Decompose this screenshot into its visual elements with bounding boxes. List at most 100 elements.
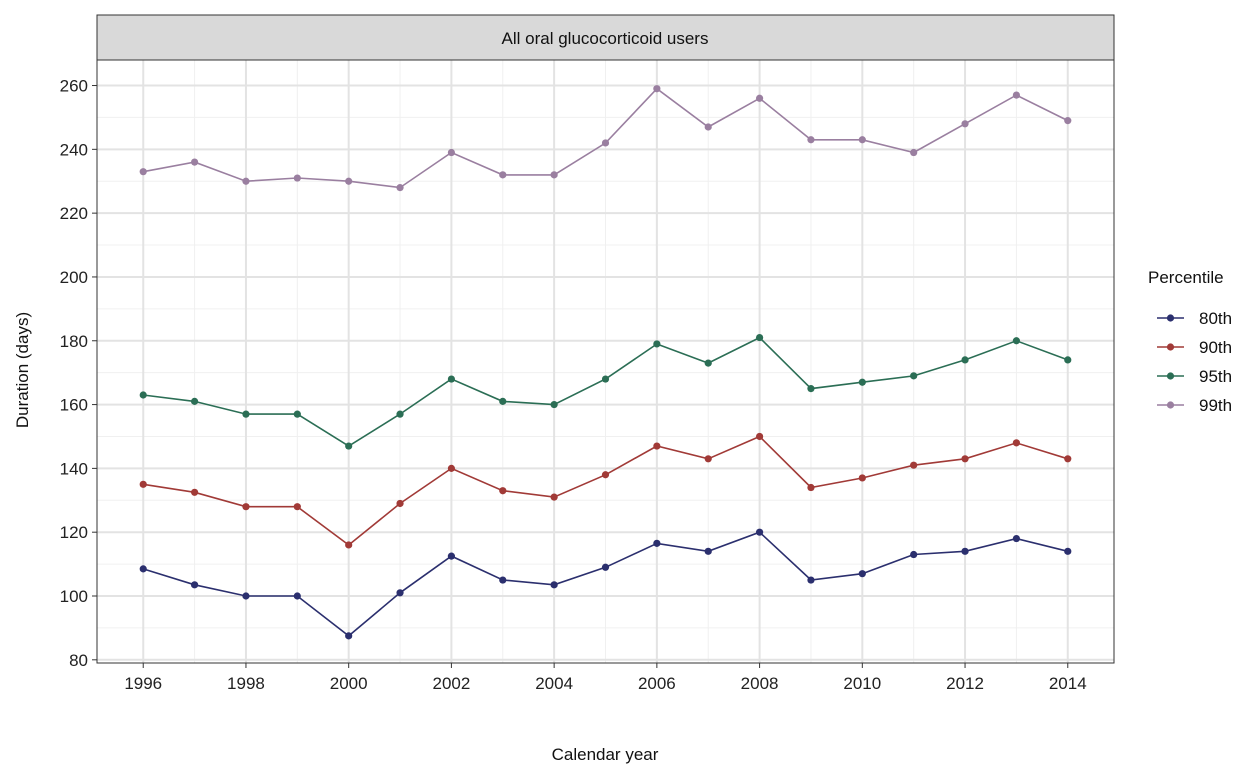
data-point-80th [601, 563, 610, 571]
data-point-80th [755, 528, 764, 536]
data-point-95th [653, 340, 661, 348]
data-point-90th [139, 480, 147, 488]
data-point-80th [190, 581, 199, 589]
data-point-99th [550, 171, 558, 179]
data-point-90th [961, 455, 969, 463]
data-point-95th [755, 333, 764, 342]
data-point-95th [858, 378, 866, 386]
x-tick-label: 2002 [432, 674, 470, 693]
facet-strip [96, 14, 1115, 61]
data-point-99th [961, 120, 969, 128]
data-point-95th [396, 410, 404, 418]
data-point-99th [910, 148, 918, 157]
data-point-95th [345, 442, 353, 450]
data-point-90th [858, 474, 866, 482]
data-point-95th [139, 391, 147, 399]
data-point-80th [961, 547, 969, 555]
facet-strip-title: All oral glucocorticoid users [502, 29, 709, 48]
data-point-95th [499, 397, 507, 405]
data-point-95th [293, 410, 301, 418]
data-point-99th [755, 94, 764, 102]
data-point-99th [190, 158, 199, 166]
data-point-80th [293, 592, 301, 600]
data-point-99th [1064, 117, 1072, 125]
series-lines [139, 85, 1072, 640]
data-point-99th [807, 136, 815, 144]
data-point-80th [345, 632, 353, 640]
data-point-99th [601, 139, 610, 147]
y-tick-label: 220 [60, 204, 88, 223]
y-tick-label: 140 [60, 459, 88, 478]
x-axis: 1996 1998 2000 2002 2004 2006 2008 2010 2012 2014 [124, 663, 1087, 693]
x-tick-label: 1996 [124, 674, 162, 693]
data-point-80th [858, 570, 866, 578]
data-point-95th [807, 385, 815, 393]
y-axis: 80 100 120 140 160 180 200 220 240 260 [60, 77, 97, 670]
legend-key-point [1166, 343, 1175, 351]
data-point-99th [293, 174, 301, 182]
data-point-95th [1012, 337, 1021, 345]
data-point-90th [807, 483, 815, 492]
legend-label-99th: 99th [1199, 396, 1232, 415]
y-axis-title: Duration (days) [13, 312, 32, 428]
data-point-90th [293, 503, 301, 511]
data-point-80th [910, 550, 918, 559]
data-point-80th [653, 539, 661, 547]
data-point-90th [345, 541, 353, 549]
y-tick-label: 180 [60, 332, 88, 351]
data-point-95th [910, 372, 918, 380]
x-tick-label: 2006 [638, 674, 676, 693]
data-point-90th [1064, 455, 1072, 463]
legend-label-95th: 95th [1199, 367, 1232, 386]
plot-panel-border [96, 59, 1115, 664]
x-axis-title: Calendar year [552, 745, 659, 764]
data-point-80th [242, 592, 250, 600]
data-point-95th [190, 397, 199, 405]
data-point-90th [601, 471, 610, 479]
x-tick-label: 2008 [741, 674, 779, 693]
x-tick-label: 2012 [946, 674, 984, 693]
legend: 80th 90th 95th 99th [1157, 309, 1232, 415]
data-point-80th [139, 565, 147, 573]
data-point-95th [550, 400, 558, 409]
data-point-90th [396, 499, 404, 508]
data-point-80th [396, 589, 404, 597]
data-point-99th [396, 184, 404, 192]
data-point-90th [755, 432, 764, 441]
data-point-99th [1012, 91, 1021, 99]
data-point-99th [653, 85, 661, 93]
legend-key-point [1166, 401, 1175, 409]
y-tick-label: 240 [60, 140, 88, 159]
data-point-80th [447, 552, 456, 560]
x-tick-label: 2000 [330, 674, 368, 693]
data-point-90th [499, 487, 507, 495]
data-point-80th [499, 576, 507, 584]
legend-key-point [1166, 372, 1175, 380]
x-tick-label: 1998 [227, 674, 265, 693]
data-point-99th [242, 177, 250, 185]
y-tick-label: 100 [60, 587, 88, 606]
data-point-95th [961, 356, 969, 364]
x-tick-label: 2010 [843, 674, 881, 693]
data-point-90th [1012, 439, 1021, 447]
data-point-90th [190, 488, 199, 496]
data-point-90th [447, 464, 456, 472]
x-tick-label: 2004 [535, 674, 573, 693]
data-point-90th [910, 461, 918, 469]
data-point-90th [653, 442, 661, 450]
data-point-90th [704, 455, 712, 463]
data-point-99th [139, 168, 147, 176]
y-tick-label: 80 [69, 651, 88, 670]
y-tick-label: 260 [60, 77, 88, 96]
data-point-95th [1064, 356, 1072, 364]
data-point-80th [807, 576, 815, 584]
data-point-95th [601, 375, 610, 383]
data-point-80th [704, 547, 712, 555]
data-point-95th [447, 375, 456, 383]
data-point-99th [704, 123, 712, 131]
data-point-80th [1064, 547, 1072, 555]
data-point-90th [242, 503, 250, 511]
data-point-80th [1012, 534, 1021, 543]
data-point-99th [499, 171, 507, 179]
